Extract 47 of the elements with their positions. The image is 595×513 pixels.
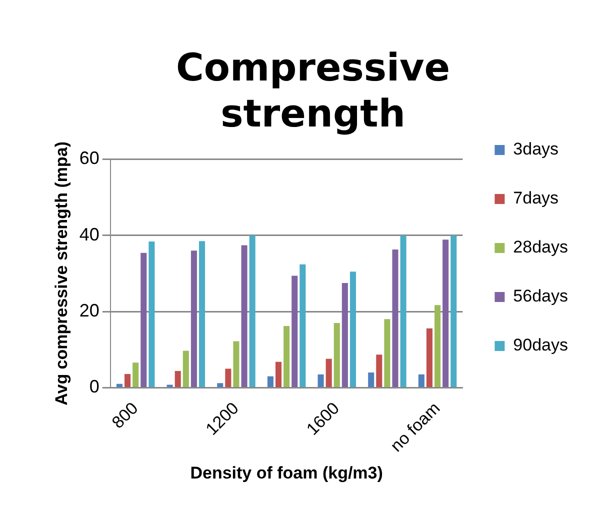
bar [267, 376, 274, 387]
bar [225, 368, 232, 387]
y-axis-title: Avg compressive strength (mpa) [52, 142, 71, 406]
bar [174, 370, 181, 387]
bar [198, 241, 206, 387]
y-tick-label: 60 [79, 148, 100, 168]
bar [392, 249, 398, 387]
bar [434, 305, 441, 387]
bar [249, 235, 256, 387]
y-tick-label: 0 [89, 376, 100, 397]
bar [241, 245, 248, 387]
bar [233, 341, 240, 387]
bar [376, 354, 382, 387]
bar [426, 328, 432, 387]
bar [318, 374, 324, 387]
bar [116, 384, 122, 387]
bar [217, 383, 224, 387]
bar [326, 358, 332, 387]
legend-label: 56days [513, 286, 568, 306]
bar [284, 326, 290, 387]
bar [342, 282, 348, 387]
bar [350, 272, 356, 387]
bar [124, 374, 131, 387]
bar [148, 241, 155, 387]
bar [384, 319, 390, 387]
bar [334, 322, 340, 387]
bar [182, 350, 189, 387]
legend-label: 90days [513, 336, 568, 355]
bar [190, 250, 197, 387]
legend-label: 7days [513, 188, 559, 208]
bar [132, 362, 139, 387]
bar [140, 252, 147, 387]
legend-label: 28days [513, 238, 568, 257]
chart-title: Compressive strength [176, 46, 450, 136]
bar [418, 374, 424, 387]
bar [442, 240, 449, 387]
y-tick-label: 40 [79, 224, 100, 244]
bar [368, 372, 374, 387]
bar [292, 276, 298, 387]
x-axis-title: Density of foam (kg/m3) [190, 463, 383, 482]
bar [275, 362, 282, 387]
legend-label: 3days [513, 140, 559, 159]
bar [450, 235, 457, 387]
x-tick-label: 800 [108, 398, 142, 432]
bar [400, 235, 406, 387]
bar [300, 264, 306, 387]
y-tick-label: 20 [79, 300, 100, 321]
